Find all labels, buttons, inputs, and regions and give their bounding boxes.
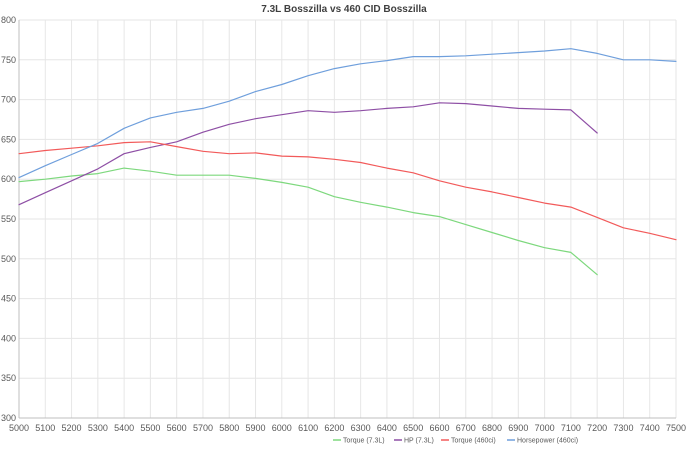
- x-tick-label: 5800: [219, 423, 239, 433]
- y-tick-label: 800: [1, 15, 16, 25]
- x-tick-label: 6600: [429, 423, 449, 433]
- x-tick-label: 5200: [62, 423, 82, 433]
- legend-item-torque-460ci: Torque (460ci): [441, 438, 496, 445]
- x-tick-label: 5900: [246, 423, 266, 433]
- y-tick-label: 400: [1, 333, 16, 343]
- legend-label: HP (7.3L): [404, 438, 434, 445]
- legend: Torque (7.3L) HP (7.3L) Torque (460ci) Hors…: [333, 438, 578, 445]
- series-line-hp-7-3l: [18, 102, 598, 206]
- x-tick-label: 5000: [9, 423, 29, 433]
- y-tick-label: 600: [1, 174, 16, 184]
- x-tick-label: 7100: [561, 423, 581, 433]
- x-tick-label: 6100: [298, 423, 318, 433]
- x-tick-label: 5600: [167, 423, 187, 433]
- x-tick-label: 7000: [535, 423, 555, 433]
- y-tick-label: 700: [1, 95, 16, 105]
- y-tick-label: 450: [1, 294, 16, 304]
- x-tick-label: 6400: [377, 423, 397, 433]
- series-line-horsepower-460ci: [18, 48, 677, 179]
- x-tick-label: 6900: [508, 423, 528, 433]
- series-line-torque-7-3l: [18, 167, 598, 276]
- series-line-torque-460ci: [18, 141, 677, 241]
- series-lines: [18, 48, 677, 276]
- legend-item-horsepower-460ci: Horsepower (460ci): [507, 438, 578, 445]
- x-tick-label: 5100: [35, 423, 55, 433]
- x-tick-label: 6200: [324, 423, 344, 433]
- x-tick-label: 5300: [88, 423, 108, 433]
- legend-item-torque-7-3l: Torque (7.3L): [333, 438, 385, 445]
- x-tick-label: 6300: [351, 423, 371, 433]
- x-tick-label: 6800: [482, 423, 502, 433]
- x-tick-label: 6000: [272, 423, 292, 433]
- x-tick-label: 7300: [613, 423, 633, 433]
- legend-label: Torque (7.3L): [343, 438, 385, 445]
- y-tick-label: 500: [1, 254, 16, 264]
- x-tick-label: 5400: [114, 423, 134, 433]
- x-tick-label: 5500: [140, 423, 160, 433]
- chart-title: 7.3L Bosszilla vs 460 CID Bosszilla: [261, 4, 427, 15]
- y-tick-label: 300: [1, 413, 16, 423]
- y-tick-label: 550: [1, 214, 16, 224]
- gridlines: [18, 19, 677, 419]
- x-tick-label: 6700: [456, 423, 476, 433]
- legend-item-hp-7-3l: HP (7.3L): [394, 438, 434, 445]
- x-tick-label: 6500: [403, 423, 423, 433]
- y-tick-label: 650: [1, 134, 16, 144]
- y-tick-label: 350: [1, 373, 16, 383]
- legend-label: Torque (460ci): [451, 438, 496, 445]
- x-tick-label: 7400: [640, 423, 660, 433]
- x-tick-label: 5700: [193, 423, 213, 433]
- legend-label: Horsepower (460ci): [517, 438, 578, 445]
- x-tick-label: 7500: [666, 423, 686, 433]
- x-tick-label: 7200: [587, 423, 607, 433]
- y-tick-label: 750: [1, 55, 16, 65]
